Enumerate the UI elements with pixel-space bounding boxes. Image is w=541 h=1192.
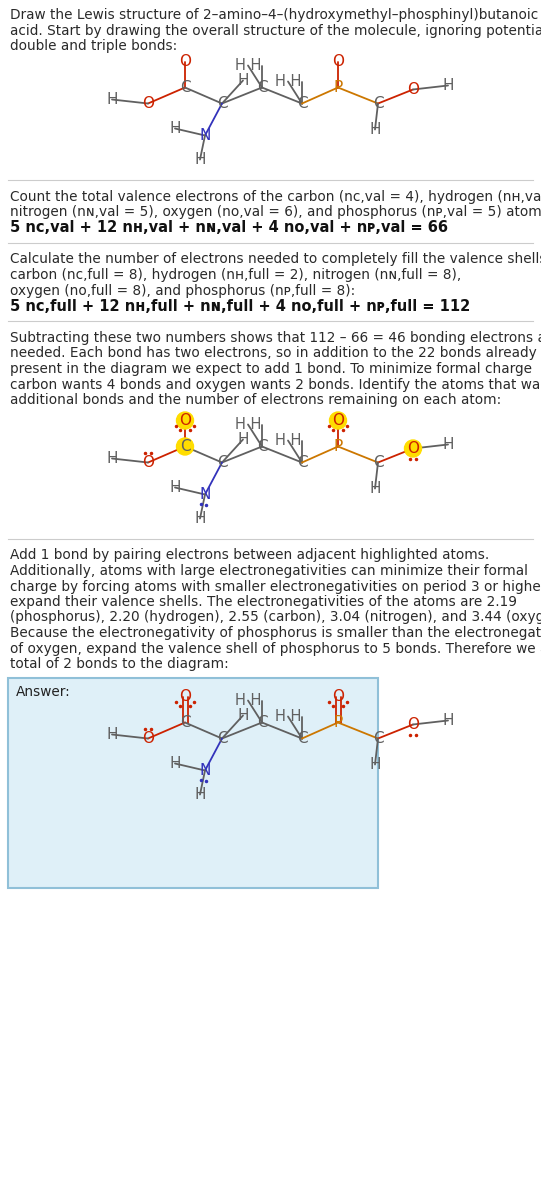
Text: P: P (333, 715, 342, 730)
Text: C: C (256, 715, 267, 730)
Text: H: H (370, 122, 381, 137)
Text: H: H (442, 713, 454, 728)
Text: P: P (333, 439, 342, 454)
Text: carbon wants 4 bonds and oxygen wants 2 bonds. Identify the atoms that want: carbon wants 4 bonds and oxygen wants 2 … (10, 378, 541, 391)
Text: H H: H H (275, 709, 301, 724)
Text: H: H (194, 511, 206, 526)
Text: Subtracting these two numbers shows that 112 – 66 = 46 bonding electrons are: Subtracting these two numbers shows that… (10, 331, 541, 344)
Text: C: C (296, 731, 307, 746)
Text: H: H (237, 708, 249, 724)
Text: O: O (332, 412, 344, 428)
Text: of oxygen, expand the valence shell of phosphorus to 5 bonds. Therefore we add a: of oxygen, expand the valence shell of p… (10, 641, 541, 656)
Text: Add 1 bond by pairing electrons between adjacent highlighted atoms.: Add 1 bond by pairing electrons between … (10, 548, 489, 563)
Text: Calculate the number of electrons needed to completely fill the valence shells f: Calculate the number of electrons needed… (10, 253, 541, 267)
Text: H: H (237, 432, 249, 447)
Text: 5 nᴄ,val + 12 nʜ,val + nɴ,val + 4 nᴏ,val + nᴘ,val = 66: 5 nᴄ,val + 12 nʜ,val + nɴ,val + 4 nᴏ,val… (10, 221, 448, 236)
Text: H H: H H (235, 693, 261, 708)
Text: N: N (199, 763, 210, 778)
Text: C: C (296, 97, 307, 111)
Text: O: O (332, 689, 344, 704)
Text: C: C (180, 80, 190, 95)
Text: C: C (373, 455, 384, 470)
Text: H: H (106, 92, 118, 107)
Text: Count the total valence electrons of the carbon (nᴄ,val = 4), hydrogen (nʜ,val =: Count the total valence electrons of the… (10, 190, 541, 204)
Text: C: C (373, 97, 384, 111)
Text: carbon (nᴄ,full = 8), hydrogen (nʜ,full = 2), nitrogen (nɴ,full = 8),: carbon (nᴄ,full = 8), hydrogen (nʜ,full … (10, 268, 461, 283)
Circle shape (329, 412, 346, 429)
Text: H: H (237, 73, 249, 88)
Circle shape (176, 437, 194, 455)
Text: (phosphorus), 2.20 (hydrogen), 2.55 (carbon), 3.04 (nitrogen), and 3.44 (oxygen): (phosphorus), 2.20 (hydrogen), 2.55 (car… (10, 610, 541, 625)
Text: O: O (142, 97, 154, 111)
Text: N: N (199, 488, 210, 502)
Text: additional bonds and the number of electrons remaining on each atom:: additional bonds and the number of elect… (10, 393, 502, 406)
Text: H: H (194, 787, 206, 802)
Text: H: H (370, 757, 381, 772)
Text: expand their valence shells. The electronegativities of the atoms are 2.19: expand their valence shells. The electro… (10, 595, 517, 609)
Text: H: H (442, 437, 454, 452)
Text: O: O (407, 718, 419, 732)
Text: charge by forcing atoms with smaller electronegativities on period 3 or higher t: charge by forcing atoms with smaller ele… (10, 579, 541, 594)
Text: H: H (169, 480, 181, 495)
Text: H: H (442, 77, 454, 93)
Text: acid. Start by drawing the overall structure of the molecule, ignoring potential: acid. Start by drawing the overall struc… (10, 24, 541, 37)
Text: H: H (106, 451, 118, 466)
Text: C: C (180, 439, 190, 454)
Text: C: C (256, 439, 267, 454)
Text: H H: H H (235, 417, 261, 432)
Text: O: O (407, 82, 419, 97)
Text: C: C (180, 715, 190, 730)
Text: C: C (373, 731, 384, 746)
Text: O: O (179, 412, 191, 428)
Circle shape (405, 440, 421, 457)
Text: H: H (169, 756, 181, 771)
Text: C: C (217, 97, 227, 111)
Text: needed. Each bond has two electrons, so in addition to the 22 bonds already: needed. Each bond has two electrons, so … (10, 347, 537, 360)
Text: N: N (199, 128, 210, 143)
Circle shape (176, 412, 194, 429)
Text: present in the diagram we expect to add 1 bond. To minimize formal charge: present in the diagram we expect to add … (10, 362, 532, 375)
Text: H H: H H (235, 58, 261, 73)
Bar (8, 677, 378, 888)
Text: H H: H H (275, 433, 301, 448)
Text: nitrogen (nɴ,val = 5), oxygen (nᴏ,val = 6), and phosphorus (nᴘ,val = 5) atoms:: nitrogen (nɴ,val = 5), oxygen (nᴏ,val = … (10, 205, 541, 219)
Text: O: O (179, 689, 191, 704)
Text: O: O (142, 455, 154, 470)
Text: Answer:: Answer: (16, 685, 71, 700)
Text: C: C (256, 80, 267, 95)
Text: Additionally, atoms with large electronegativities can minimize their formal: Additionally, atoms with large electrone… (10, 564, 528, 578)
Text: 5 nᴄ,full + 12 nʜ,full + nɴ,full + 4 nᴏ,full + nᴘ,full = 112: 5 nᴄ,full + 12 nʜ,full + nɴ,full + 4 nᴏ,… (10, 299, 470, 313)
Text: C: C (217, 731, 227, 746)
Text: total of 2 bonds to the diagram:: total of 2 bonds to the diagram: (10, 657, 229, 671)
Text: O: O (407, 441, 419, 457)
Text: P: P (333, 80, 342, 95)
Text: C: C (217, 455, 227, 470)
Text: double and triple bonds:: double and triple bonds: (10, 39, 177, 52)
Text: H: H (169, 122, 181, 136)
Text: H H: H H (275, 74, 301, 89)
Text: H: H (370, 482, 381, 496)
Text: H: H (106, 727, 118, 741)
Text: O: O (179, 54, 191, 69)
Text: O: O (332, 54, 344, 69)
Text: Because the electronegativity of phosphorus is smaller than the electronegativit: Because the electronegativity of phospho… (10, 626, 541, 640)
Text: Draw the Lewis structure of 2–amino–4–(hydroxymethyl–phosphinyl)butanoic: Draw the Lewis structure of 2–amino–4–(h… (10, 8, 538, 21)
Text: O: O (142, 731, 154, 746)
Text: C: C (296, 455, 307, 470)
Text: H: H (194, 153, 206, 167)
Text: oxygen (nᴏ,full = 8), and phosphorus (nᴘ,full = 8):: oxygen (nᴏ,full = 8), and phosphorus (nᴘ… (10, 284, 355, 298)
